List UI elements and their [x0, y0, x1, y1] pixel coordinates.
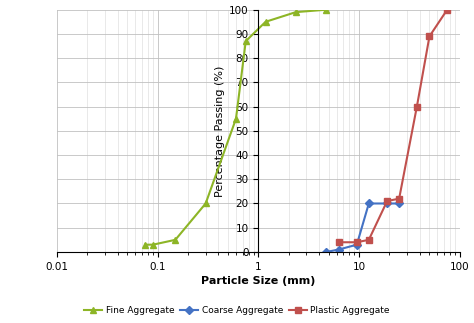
- Plastic Aggregate: [427, 35, 432, 38]
- Fine Aggregate: [324, 8, 329, 12]
- Plastic Aggregate: [336, 240, 342, 244]
- Coarse Aggregate: [324, 250, 329, 254]
- Fine Aggregate: [243, 39, 248, 43]
- Fine Aggregate: [203, 202, 209, 205]
- Coarse Aggregate: [336, 247, 342, 251]
- X-axis label: Particle Size (mm): Particle Size (mm): [201, 276, 316, 286]
- Fine Aggregate: [293, 10, 299, 14]
- Plastic Aggregate: [366, 238, 372, 242]
- Legend: Fine Aggregate, Coarse Aggregate, Plastic Aggregate: Fine Aggregate, Coarse Aggregate, Plasti…: [81, 302, 393, 318]
- Plastic Aggregate: [414, 105, 419, 109]
- Y-axis label: Percentage Passing (%): Percentage Passing (%): [215, 65, 225, 196]
- Coarse Aggregate: [366, 202, 372, 205]
- Plastic Aggregate: [354, 240, 360, 244]
- Plastic Aggregate: [396, 197, 402, 201]
- Line: Coarse Aggregate: Coarse Aggregate: [324, 201, 402, 255]
- Fine Aggregate: [173, 238, 178, 242]
- Coarse Aggregate: [396, 202, 402, 205]
- Plastic Aggregate: [384, 199, 390, 203]
- Fine Aggregate: [263, 20, 268, 24]
- Fine Aggregate: [233, 117, 239, 121]
- Plastic Aggregate: [444, 8, 450, 12]
- Line: Fine Aggregate: Fine Aggregate: [142, 6, 330, 248]
- Fine Aggregate: [150, 243, 156, 247]
- Coarse Aggregate: [354, 243, 360, 247]
- Coarse Aggregate: [384, 202, 390, 205]
- Line: Plastic Aggregate: Plastic Aggregate: [336, 6, 451, 246]
- Fine Aggregate: [142, 243, 148, 247]
